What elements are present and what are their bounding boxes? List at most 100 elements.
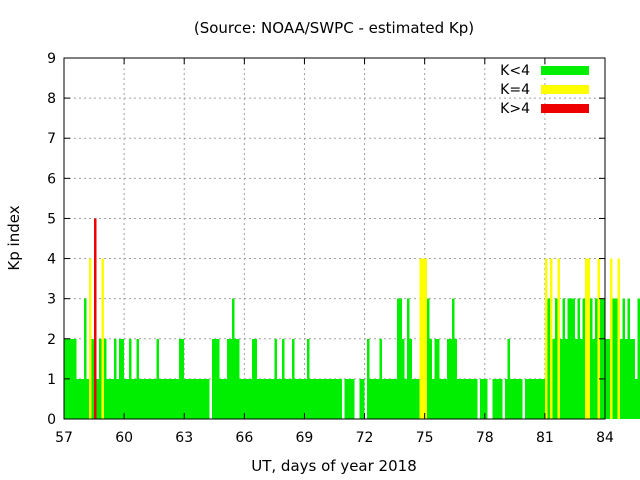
kp-bar-low bbox=[407, 298, 410, 419]
kp-bar-low bbox=[191, 378, 195, 419]
kp-bar-low bbox=[306, 338, 310, 419]
kp-bar-low bbox=[189, 378, 192, 419]
kp-bar-low bbox=[534, 378, 538, 419]
kp-bar-low bbox=[304, 378, 307, 419]
kp-bar-low bbox=[615, 298, 618, 419]
kp-bar-low bbox=[114, 338, 117, 419]
kp-bar-low bbox=[507, 338, 510, 419]
kp-bar-low bbox=[459, 378, 463, 419]
kp-bar-low bbox=[369, 378, 373, 419]
kp-bar-low bbox=[592, 338, 595, 419]
kp-bar-low bbox=[176, 378, 180, 419]
kp-bar-low bbox=[121, 338, 125, 419]
kp-bar-low bbox=[514, 378, 518, 419]
kp-bar-low bbox=[151, 378, 155, 419]
kp-bar-low bbox=[432, 378, 435, 419]
kp-bar-low bbox=[76, 378, 80, 419]
kp-bar-low bbox=[214, 338, 217, 419]
legend-label: K=4 bbox=[500, 82, 530, 98]
x-tick-label: 63 bbox=[175, 430, 193, 446]
kp-bar-low bbox=[96, 378, 100, 419]
kp-bar-low bbox=[552, 338, 555, 419]
kp-bar-low bbox=[139, 378, 142, 419]
kp-bar-low bbox=[144, 378, 147, 419]
y-tick-label: 1 bbox=[47, 372, 56, 388]
kp-bar-low bbox=[437, 338, 440, 419]
kp-bar-low bbox=[394, 378, 398, 419]
kp-bar-low bbox=[291, 338, 295, 419]
kp-bar-low bbox=[241, 378, 245, 419]
kp-bar-low bbox=[527, 378, 530, 419]
kp-bar-low bbox=[577, 298, 580, 419]
kp-bar-low bbox=[367, 338, 370, 419]
kp-bar-low bbox=[326, 378, 330, 419]
kp-bar-low bbox=[427, 298, 430, 419]
kp-bar-low bbox=[299, 378, 302, 419]
kp-bar-low bbox=[141, 378, 145, 419]
kp-bar-low bbox=[216, 338, 220, 419]
kp-bar-low bbox=[599, 298, 603, 419]
kp-bar-low bbox=[179, 338, 182, 419]
x-tick-label: 81 bbox=[536, 430, 554, 446]
kp-bar-high bbox=[94, 218, 97, 419]
kp-bar-low bbox=[111, 378, 115, 419]
kp-bar-low bbox=[329, 378, 332, 419]
kp-bar-low bbox=[519, 378, 523, 419]
kp-bar-low bbox=[169, 378, 172, 419]
kp-bar-low bbox=[154, 378, 157, 419]
kp-bar-low bbox=[589, 298, 593, 419]
kp-bar-low bbox=[630, 338, 633, 419]
kp-bar-low bbox=[174, 378, 177, 419]
kp-bar-low bbox=[71, 338, 75, 419]
kp-bar-low bbox=[554, 298, 558, 419]
kp-bar-low bbox=[359, 378, 363, 419]
kp-bar-low bbox=[382, 378, 385, 419]
kp-bar-low bbox=[429, 338, 433, 419]
kp-bar-mid bbox=[610, 258, 613, 419]
x-tick-label: 72 bbox=[356, 430, 374, 446]
kp-bar-low bbox=[296, 378, 300, 419]
kp-bar-low bbox=[319, 378, 322, 419]
kp-bar-low bbox=[484, 378, 488, 419]
legend-swatch-mid bbox=[541, 85, 589, 94]
kp-bar-low bbox=[181, 338, 185, 419]
kp-bar-low bbox=[91, 338, 95, 419]
kp-bar-low bbox=[452, 298, 455, 419]
legend-swatch-high bbox=[541, 104, 589, 113]
kp-bar-low bbox=[266, 378, 270, 419]
kp-bar-low bbox=[74, 338, 77, 419]
x-tick-label: 60 bbox=[115, 430, 133, 446]
kp-bar-low bbox=[186, 378, 190, 419]
y-tick-label: 2 bbox=[47, 332, 56, 348]
x-tick-label: 66 bbox=[235, 430, 253, 446]
kp-bar-low bbox=[84, 298, 87, 419]
kp-bar-low bbox=[274, 338, 277, 419]
kp-bar-low bbox=[339, 378, 343, 419]
kp-bar-low bbox=[612, 298, 616, 419]
kp-bar-low bbox=[149, 378, 152, 419]
kp-bar-low bbox=[236, 338, 240, 419]
kp-bar-low bbox=[294, 378, 297, 419]
kp-bar-low bbox=[164, 378, 167, 419]
kp-bar-low bbox=[194, 378, 197, 419]
legend-label: K<4 bbox=[500, 63, 530, 79]
kp-bar-low bbox=[392, 378, 395, 419]
kp-bar-mid bbox=[584, 258, 588, 419]
kp-bar-low bbox=[467, 378, 470, 419]
kp-bar-low bbox=[99, 338, 102, 419]
kp-bar-low bbox=[512, 378, 515, 419]
kp-bar-low bbox=[444, 378, 448, 419]
x-tick-label: 57 bbox=[55, 430, 73, 446]
kp-bar-low bbox=[219, 378, 222, 419]
chart-title: (Source: NOAA/SWPC - estimated Kp) bbox=[194, 19, 474, 37]
kp-bar-low bbox=[582, 298, 585, 419]
y-tick-label: 0 bbox=[47, 412, 56, 428]
kp-bar-mid bbox=[617, 258, 621, 419]
kp-bar-low bbox=[146, 378, 150, 419]
kp-bar-low bbox=[602, 298, 605, 419]
kp-bar-low bbox=[204, 378, 207, 419]
kp-bar-low bbox=[464, 378, 468, 419]
kp-bar-low bbox=[261, 378, 265, 419]
kp-bar-low bbox=[504, 378, 508, 419]
